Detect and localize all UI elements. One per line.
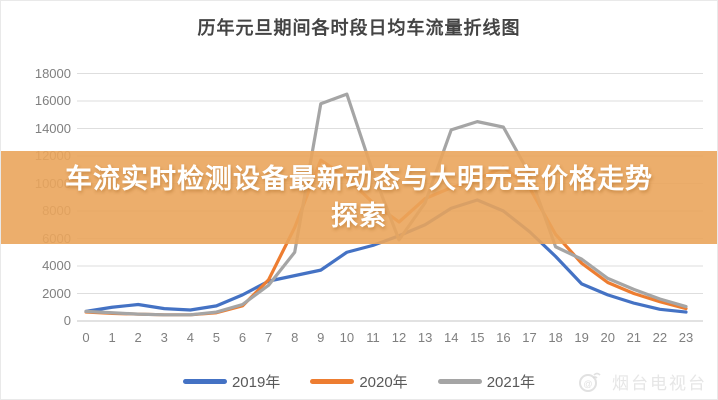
y-tick-label: 16000 xyxy=(34,93,71,108)
legend-label: 2019年 xyxy=(231,374,281,391)
chart-legend: 2019年 2020年 2021年 xyxy=(1,371,717,392)
legend-swatch xyxy=(310,379,355,384)
x-tick-label: 21 xyxy=(626,330,642,345)
watermark: @ 烟台电视台 xyxy=(577,368,707,394)
x-tick-label: 9 xyxy=(317,330,325,345)
y-tick-label: 4000 xyxy=(42,258,71,273)
banner-title-line2: 探索 xyxy=(331,200,387,231)
y-tick-label: 2000 xyxy=(42,285,71,301)
legend-label: 2020年 xyxy=(359,374,408,391)
x-tick-label: 7 xyxy=(264,330,273,345)
legend-item-2021: 2021年 xyxy=(437,371,536,392)
x-tick-label: 4 xyxy=(186,330,194,345)
x-tick-label: 17 xyxy=(522,330,537,345)
x-tick-label: 3 xyxy=(160,330,168,345)
y-tick-label: 14000 xyxy=(34,120,71,136)
watermark-text: 烟台电视台 xyxy=(612,373,707,393)
legend-swatch xyxy=(182,379,227,384)
x-tick-label: 14 xyxy=(443,330,459,345)
overlay-banner: 车流实时检测设备最新动态与大明元宝价格走势 探索 xyxy=(1,151,717,244)
x-tick-label: 11 xyxy=(366,330,380,345)
x-tick-label: 12 xyxy=(391,330,407,345)
x-tick-label: 13 xyxy=(417,330,433,345)
x-tick-label: 8 xyxy=(291,330,299,345)
x-tick-label: 6 xyxy=(238,330,247,345)
legend-item-2020: 2020年 xyxy=(310,371,408,392)
x-tick-label: 23 xyxy=(678,330,694,345)
y-tick-label: 18000 xyxy=(34,65,71,81)
banner-title-line1: 车流实时检测设备最新动态与大明元宝价格走势 xyxy=(65,163,653,194)
x-tick-label: 20 xyxy=(600,330,615,345)
x-tick-label: 2 xyxy=(134,330,142,345)
x-tick-label: 18 xyxy=(548,330,563,345)
x-tick-label: 15 xyxy=(470,330,485,345)
x-tick-label: 0 xyxy=(82,330,90,345)
x-tick-label: 10 xyxy=(339,330,355,345)
x-tick-label: 22 xyxy=(652,330,668,345)
y-tick-label: 0 xyxy=(63,313,71,328)
x-tick-label: 19 xyxy=(574,330,589,345)
legend-label: 2021年 xyxy=(486,374,536,391)
x-tick-label: 1 xyxy=(108,330,116,345)
legend-swatch xyxy=(437,379,482,384)
svg-text:@: @ xyxy=(583,379,592,389)
tv-station-logo-icon: @ xyxy=(579,372,601,392)
x-tick-label: 16 xyxy=(496,330,511,345)
chart-title: 历年元旦期间各时段日均车流量折线图 xyxy=(197,18,521,38)
x-tick-label: 5 xyxy=(212,330,221,345)
legend-item-2019: 2019年 xyxy=(182,371,281,392)
